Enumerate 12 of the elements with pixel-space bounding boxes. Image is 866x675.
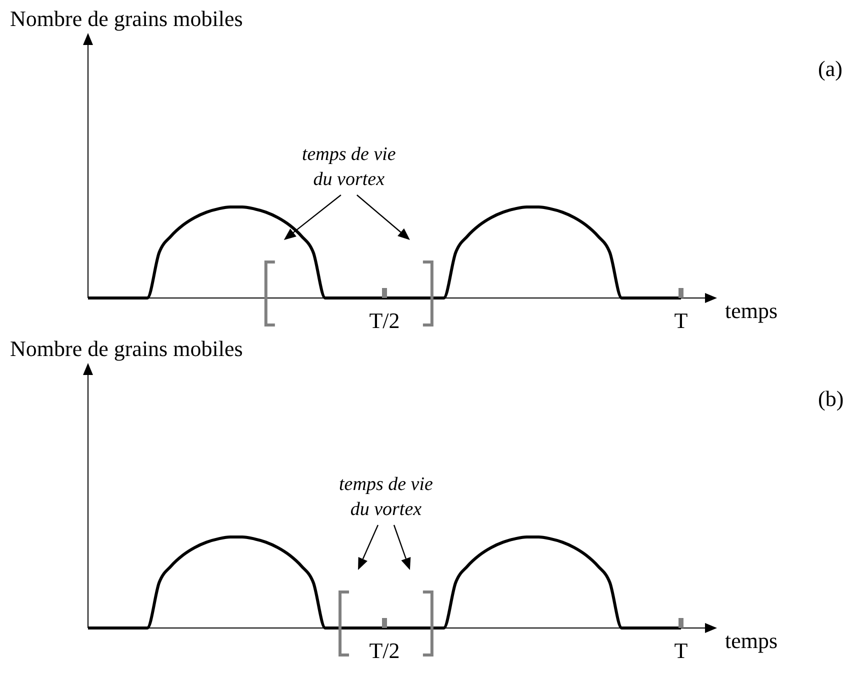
text: temps de vie du vortex (339, 474, 433, 520)
x-tick-label: T (674, 638, 688, 663)
x-tick-label: T (674, 308, 688, 333)
text: (b) (818, 386, 844, 411)
x-axis-title: temps (725, 298, 778, 323)
x-axis-title: temps (725, 628, 778, 653)
text: (a) (818, 56, 842, 81)
text: temps de vie du vortex (302, 144, 396, 190)
x-tick-label: T/2 (369, 638, 400, 663)
y-axis-title: Nombre de grains mobiles (10, 336, 243, 361)
y-axis-title: Nombre de grains mobiles (10, 6, 243, 31)
x-tick-label: T/2 (369, 308, 400, 333)
